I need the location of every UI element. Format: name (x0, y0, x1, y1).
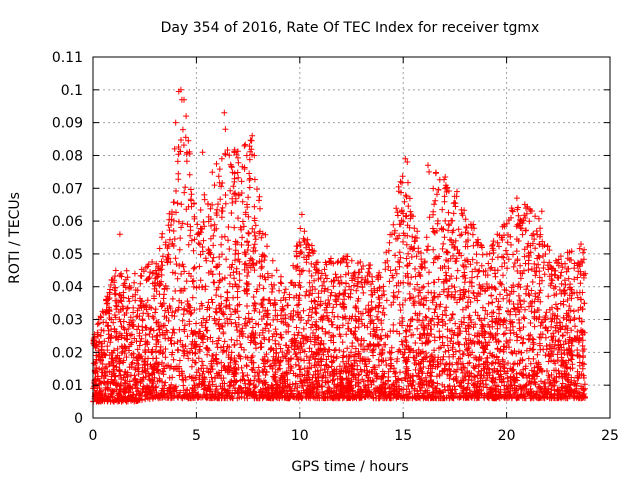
axis-ticks (92, 56, 611, 419)
x-tick-label: 25 (601, 428, 619, 444)
x-tick-labels: 0 5 10 15 20 25 (89, 428, 619, 444)
y-tick-label: 0.01 (52, 378, 83, 394)
x-tick-label: 5 (192, 428, 201, 444)
y-tick-label: 0.07 (52, 181, 83, 197)
plot-frame (92, 56, 611, 419)
y-tick-label: 0.05 (52, 247, 83, 263)
y-tick-label: 0.02 (52, 345, 83, 361)
y-tick-label: 0.06 (52, 214, 83, 230)
data-points (90, 86, 589, 405)
x-tick-label: 15 (394, 428, 412, 444)
x-tick-label: 20 (498, 428, 516, 444)
x-axis-label: GPS time / hours (291, 459, 408, 475)
roti-points (90, 86, 589, 405)
x-tick-label: 0 (89, 428, 98, 444)
y-tick-label: 0.09 (52, 116, 83, 132)
y-tick-label: 0 (74, 411, 83, 427)
chart-title: Day 354 of 2016, Rate Of TEC Index for r… (161, 20, 540, 36)
y-tick-label: 0.03 (52, 313, 83, 329)
y-axis-label: ROTI / TECUs (7, 192, 23, 284)
x-tick-label: 10 (291, 428, 309, 444)
y-tick-label: 0.1 (61, 83, 83, 99)
y-tick-label: 0.11 (52, 50, 83, 66)
y-tick-labels: 0 0.01 0.02 0.03 0.04 0.05 0.06 0.07 0.08 0.09 0.1… (52, 50, 83, 427)
y-tick-label: 0.08 (52, 148, 83, 164)
y-tick-label: 0.04 (52, 280, 83, 296)
